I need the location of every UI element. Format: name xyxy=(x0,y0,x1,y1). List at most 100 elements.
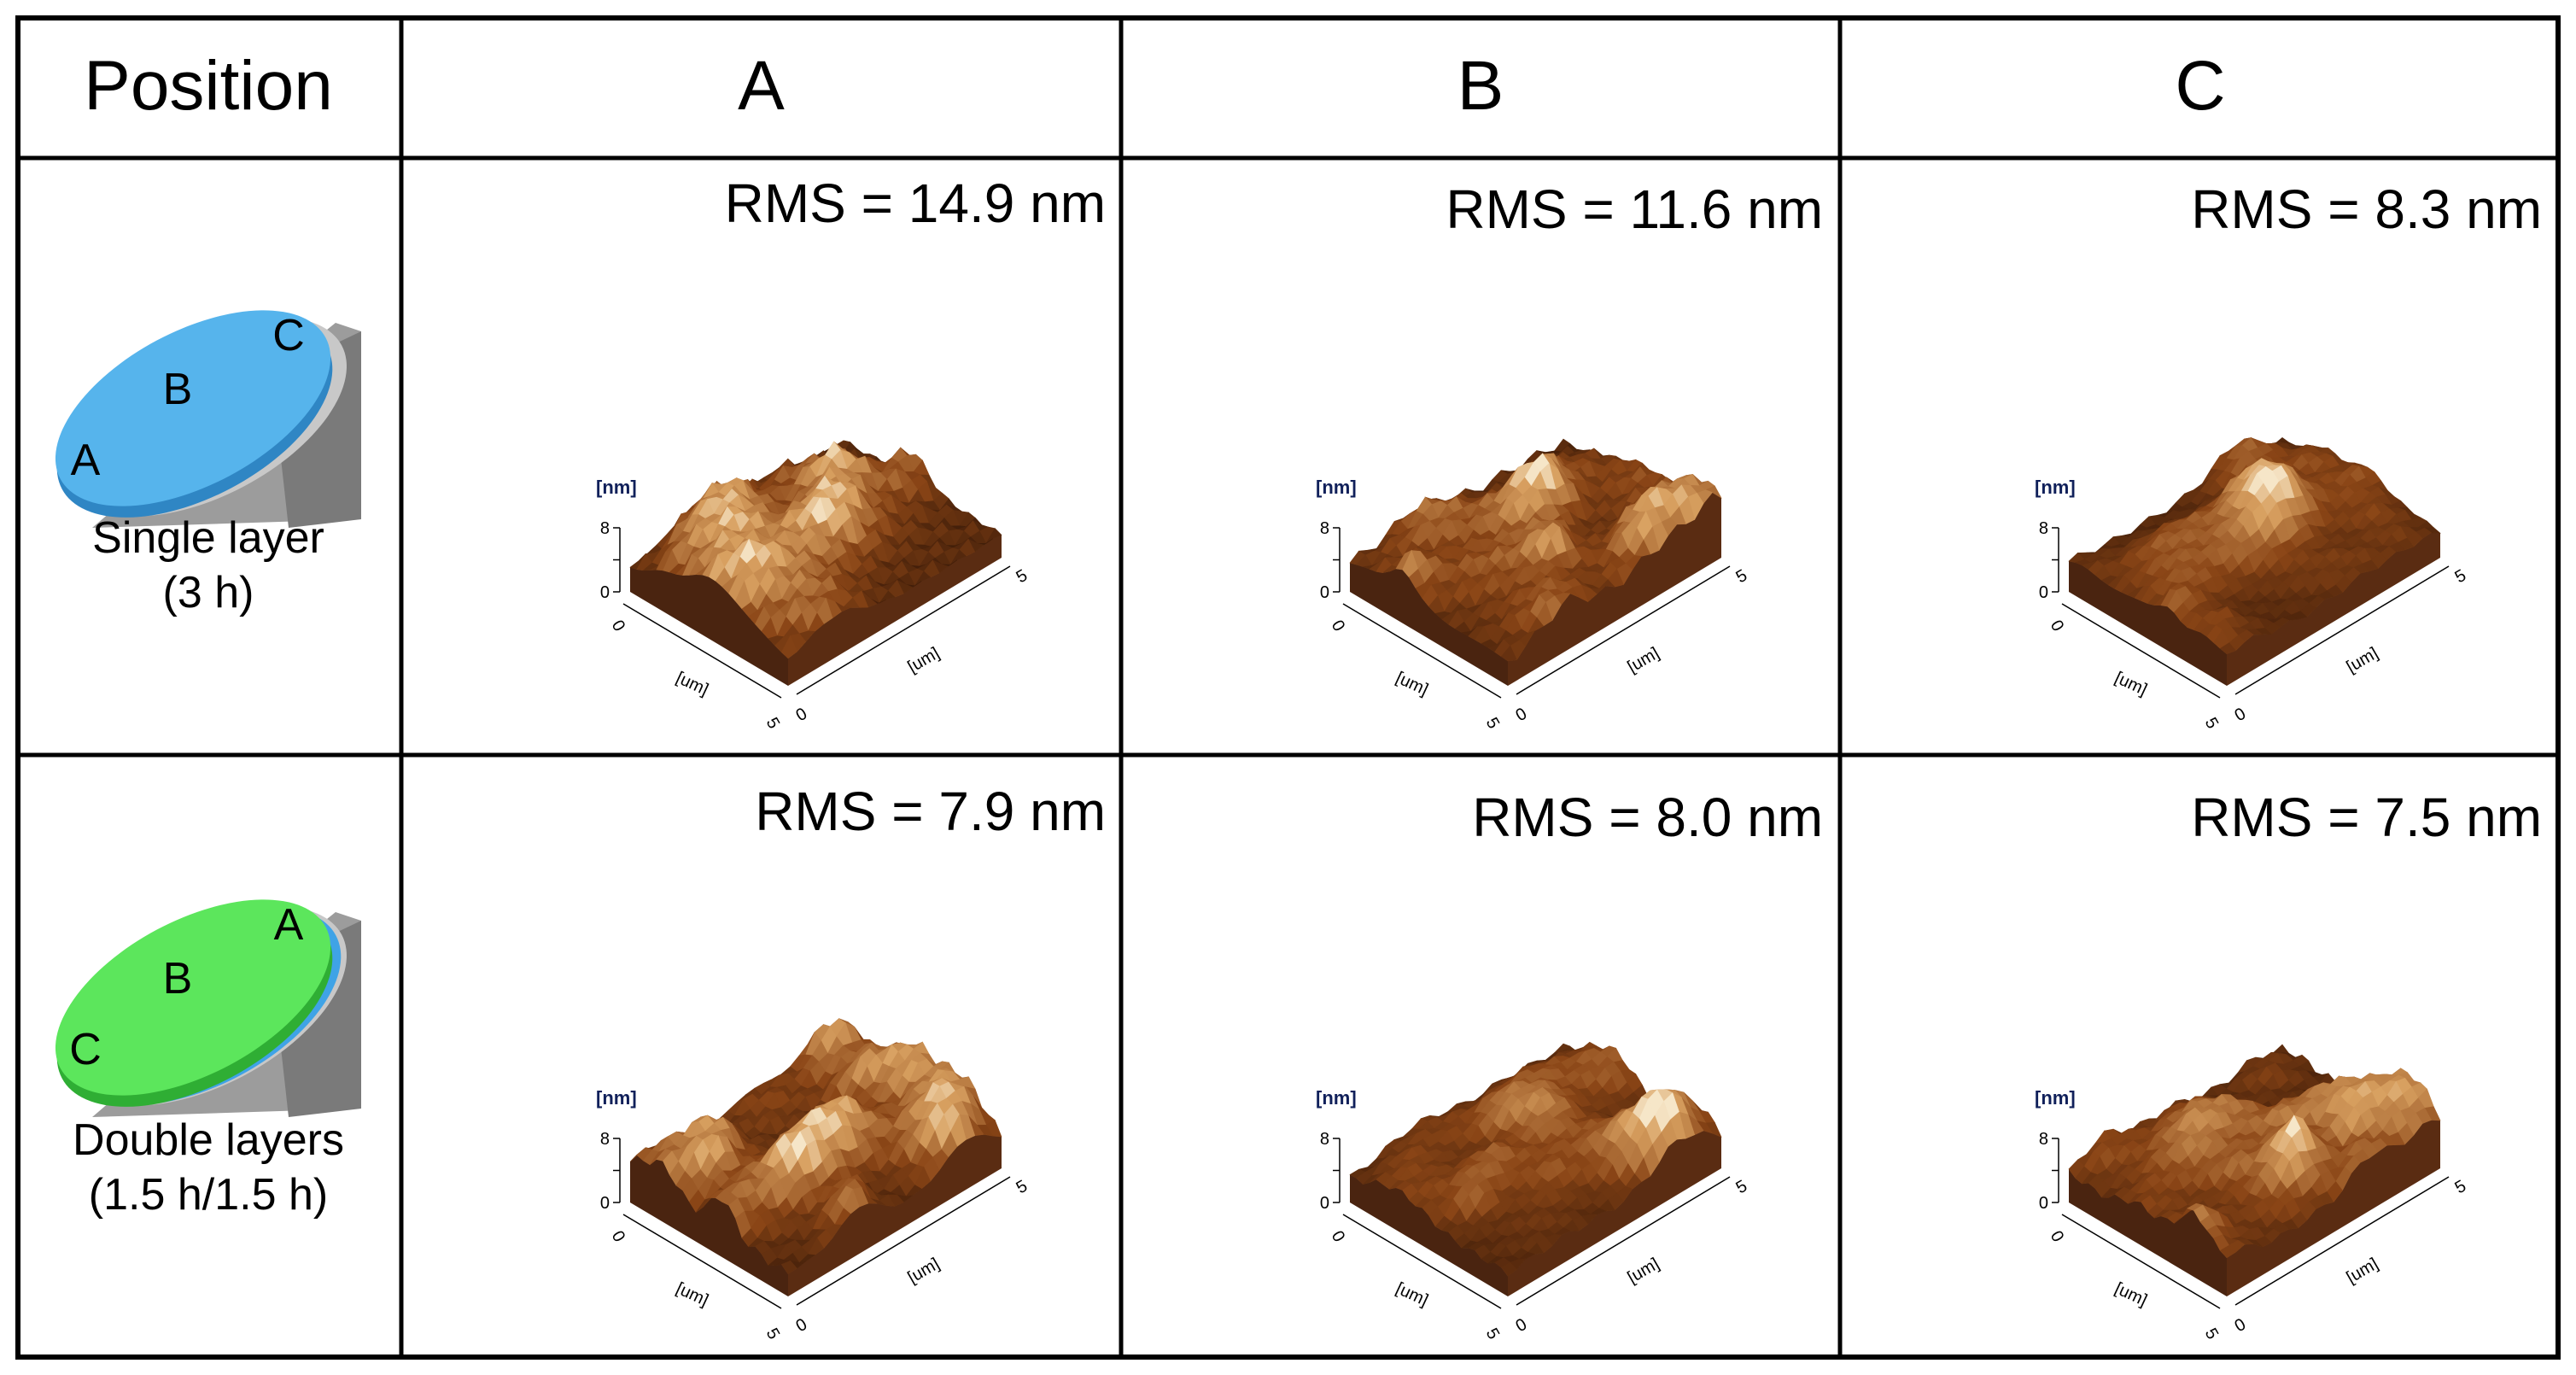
x-unit-label: [um] xyxy=(1393,669,1431,699)
base-side-left xyxy=(2069,561,2227,686)
surface-group xyxy=(2068,1044,2441,1296)
column-header-b: B xyxy=(1457,47,1504,125)
disc-position-letter: C xyxy=(69,1025,102,1074)
y-unit-label: [um] xyxy=(1625,1255,1663,1288)
surface-group xyxy=(629,1018,1002,1296)
x-axis-end-label: 5 xyxy=(2201,1325,2223,1343)
afm-surface-single-c: 80[nm]05 05[um][um] xyxy=(2035,436,2470,733)
y-axis-end-label: 5 xyxy=(1013,566,1031,588)
x-axis-line xyxy=(622,603,782,699)
y-axis-end-label: 5 xyxy=(1733,566,1751,588)
x-unit-label: [um] xyxy=(2112,1279,2150,1310)
x-axis-line xyxy=(1342,1214,1502,1309)
surface-group xyxy=(1349,1041,1722,1296)
z-tick-label: 8 xyxy=(1320,519,1329,538)
disc-top xyxy=(55,310,331,506)
y-axis-start-label: 0 xyxy=(793,1315,811,1337)
z-tick-label: 0 xyxy=(600,1194,610,1213)
y-axis-start-label: 0 xyxy=(2232,705,2250,726)
column-header-a: A xyxy=(738,47,785,125)
z-tick-label: 0 xyxy=(1320,1194,1329,1213)
y-axis-line xyxy=(796,565,1011,695)
row-label-line1: Single layer xyxy=(92,513,324,563)
y-unit-label: [um] xyxy=(2344,1255,2382,1288)
z-tick-label: 0 xyxy=(2039,583,2048,602)
y-axis-end-label: 5 xyxy=(1733,1177,1751,1198)
rms-label-double-c: RMS = 7.5 nm xyxy=(2191,787,2542,848)
rms-label-single-b: RMS = 11.6 nm xyxy=(1446,178,1823,240)
afm-surface-single-a: 80[nm]05 05[um][um] xyxy=(596,440,1031,733)
afm-surface-double-b: 80[nm]05 05[um][um] xyxy=(1316,1041,1751,1343)
base-side-left xyxy=(1350,1174,1508,1296)
z-tick-label: 8 xyxy=(600,519,610,538)
y-axis-start-label: 0 xyxy=(793,705,811,726)
z-unit-label: [nm] xyxy=(2035,477,2076,498)
z-unit-label: [nm] xyxy=(596,477,637,498)
y-unit-label: [um] xyxy=(905,1255,943,1288)
base-side-right xyxy=(788,535,1002,686)
base-side-left xyxy=(630,1155,788,1296)
surface-facet xyxy=(1500,645,1517,662)
z-tick-label: 8 xyxy=(2039,1130,2048,1149)
surface-facet xyxy=(2219,1244,2236,1259)
row-label-line2: (3 h) xyxy=(162,568,254,617)
z-tick-label: 8 xyxy=(600,1130,610,1149)
afm-surface-single-b: 80[nm]05 05[um][um] xyxy=(1316,438,1751,733)
base-side-right xyxy=(1508,492,1721,686)
x-axis-end-label: 5 xyxy=(762,715,784,733)
x-axis-start-label: 0 xyxy=(608,617,629,635)
substrate-disc-single-layer: C B A xyxy=(55,310,361,528)
x-axis-start-label: 0 xyxy=(1328,617,1349,635)
x-axis-line xyxy=(1342,603,1502,699)
surface-facet xyxy=(780,635,797,659)
x-axis-end-label: 5 xyxy=(1482,1325,1504,1343)
surface-facet xyxy=(1500,1261,1517,1277)
afm-surface-double-c: 80[nm]05 05[um][um] xyxy=(2035,1044,2469,1343)
surface-facet xyxy=(780,1260,797,1275)
x-axis-line xyxy=(2061,1214,2221,1309)
base-side-right xyxy=(788,1134,1002,1296)
y-axis-end-label: 5 xyxy=(1013,1177,1031,1198)
substrate-disc-double-layers: A B C xyxy=(55,899,361,1117)
disc-position-letter: B xyxy=(163,954,193,1003)
base-side-left xyxy=(2069,1168,2227,1296)
x-axis-start-label: 0 xyxy=(608,1228,629,1246)
x-axis-end-label: 5 xyxy=(2201,715,2223,733)
z-tick-label: 8 xyxy=(2039,519,2048,538)
y-axis-line xyxy=(1516,1176,1731,1306)
disc-top xyxy=(55,899,331,1096)
x-axis-end-label: 5 xyxy=(762,1325,784,1343)
y-axis-start-label: 0 xyxy=(1513,705,1531,726)
surface-facet xyxy=(2272,1044,2290,1054)
disc-position-letter: C xyxy=(272,311,305,360)
y-axis-start-label: 0 xyxy=(1513,1315,1531,1337)
surface-group xyxy=(629,440,1002,686)
base-side-left xyxy=(630,567,788,686)
row-label-line1: Double layers xyxy=(73,1115,344,1165)
x-unit-label: [um] xyxy=(2112,669,2150,699)
base-side-right xyxy=(1508,1130,1721,1296)
x-axis-line xyxy=(622,1214,782,1309)
y-axis-line xyxy=(2234,565,2450,695)
z-unit-label: [nm] xyxy=(596,1087,637,1109)
column-header-c: C xyxy=(2175,47,2226,125)
afm-figure: Position A B C C B A Single layer (3 h) A B… xyxy=(15,15,2561,1360)
y-axis-line xyxy=(2234,1176,2450,1306)
y-axis-line xyxy=(796,1176,1011,1306)
x-unit-label: [um] xyxy=(673,1279,711,1310)
y-unit-label: [um] xyxy=(2344,644,2382,677)
disc-position-letter: A xyxy=(274,900,304,950)
surface-group xyxy=(2068,436,2441,686)
axes-group: 80[nm]05 05[um][um] xyxy=(596,1087,1031,1343)
x-axis-start-label: 0 xyxy=(2047,1228,2068,1246)
x-axis-start-label: 0 xyxy=(1328,1228,1349,1246)
rms-label-single-c: RMS = 8.3 nm xyxy=(2191,178,2542,240)
row-label-double-layers: Double layers (1.5 h/1.5 h) xyxy=(15,1113,401,1222)
surface-group xyxy=(1349,438,1722,686)
y-axis-end-label: 5 xyxy=(2452,566,2470,588)
x-unit-label: [um] xyxy=(673,669,711,699)
x-axis-start-label: 0 xyxy=(2047,617,2068,635)
z-tick-label: 0 xyxy=(600,583,610,602)
x-axis-end-label: 5 xyxy=(1482,715,1504,733)
y-axis-line xyxy=(1516,565,1731,695)
